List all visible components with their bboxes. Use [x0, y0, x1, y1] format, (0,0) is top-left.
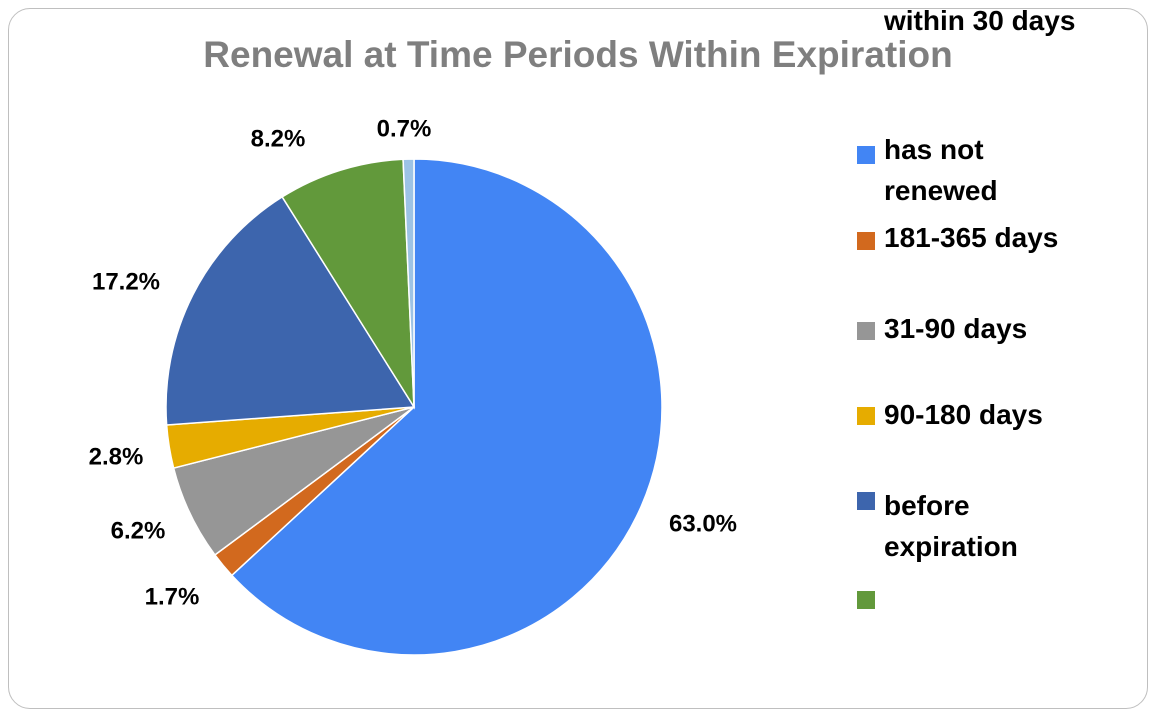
pie-data-labels: 63.0% 1.7% 6.2% 2.8% 17.2% 8.2% 0.7%	[89, 115, 737, 610]
pie-slice-has-not-renewed	[230, 158, 663, 656]
pie-slice-unlabeled	[402, 158, 415, 408]
legend-swatch	[857, 232, 875, 250]
legend-label: has not renewed	[884, 134, 998, 206]
chart-title: Renewal at Time Periods Within Expiratio…	[203, 34, 953, 75]
legend-label: 181-365 days	[884, 222, 1059, 253]
legend-swatch	[857, 407, 875, 425]
legend-swatch	[857, 146, 875, 164]
data-label-31-90-days: 6.2%	[111, 517, 166, 544]
data-label-within-30-days: 8.2%	[251, 125, 306, 152]
data-label-90-180-days: 2.8%	[89, 443, 144, 470]
data-label-has-not-renewed: 63.0%	[669, 510, 737, 537]
pie-slice-within-30-days	[281, 158, 415, 410]
legend-label: 90-180 days	[884, 399, 1043, 430]
legend-label: before expiration	[884, 490, 1018, 562]
data-label-before-expiration: 17.2%	[92, 268, 160, 295]
data-label-unlabeled: 0.7%	[377, 115, 432, 142]
pie-slices	[165, 158, 663, 656]
pie-slice-before-expiration	[165, 195, 416, 426]
legend-swatch	[857, 322, 875, 340]
data-label-181-365-days: 1.7%	[145, 583, 200, 610]
legend-label: within 30 days	[884, 5, 1076, 36]
legend-swatch	[857, 591, 875, 609]
legend-swatch	[857, 492, 875, 510]
legend-label: 31-90 days	[884, 313, 1028, 344]
